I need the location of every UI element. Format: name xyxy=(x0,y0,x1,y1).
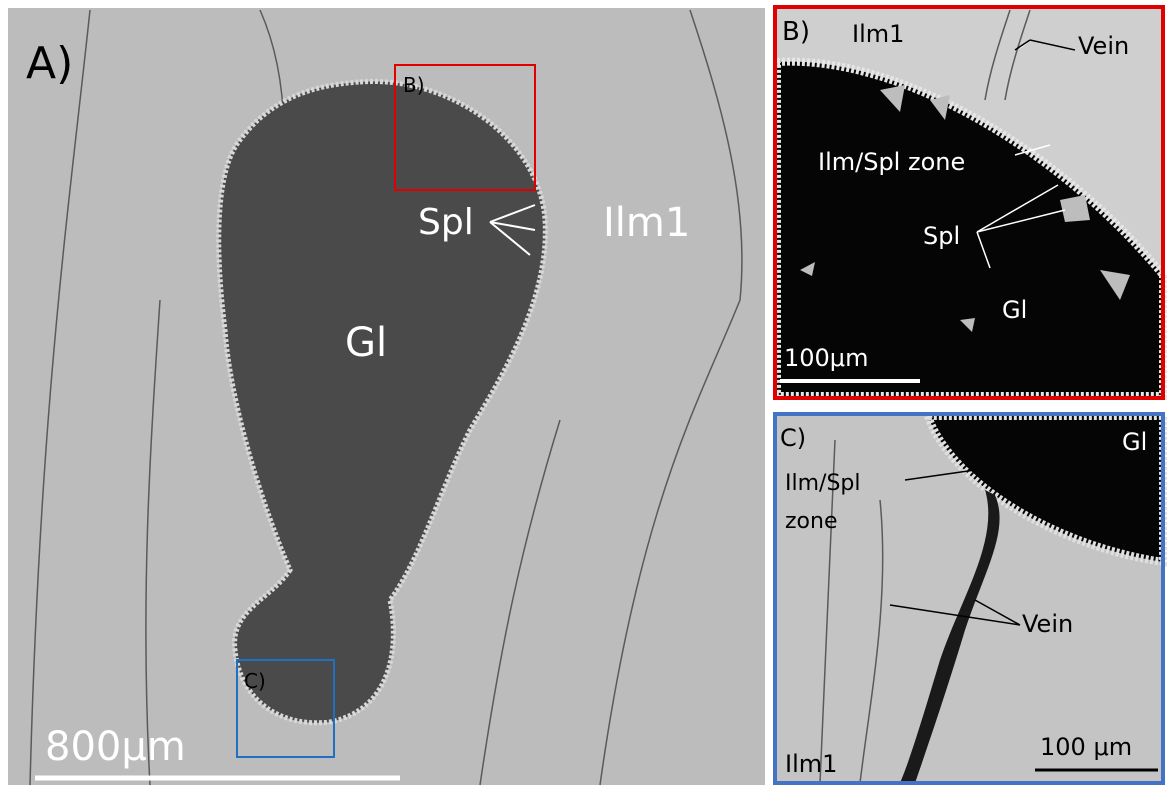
annotation: Ilm1 xyxy=(852,20,904,48)
panel-b: B) Ilm1 Vein Ilm/Spl zone Spl Gl 100μm xyxy=(775,7,1163,398)
annotation: Vein xyxy=(1022,610,1073,638)
annotation: Ilm1 xyxy=(603,200,690,246)
inset-label: B) xyxy=(403,73,425,97)
annotation: Spl xyxy=(418,202,474,243)
annotation: Gl xyxy=(345,320,387,366)
panel-a: A) B) C) Spl Ilm1 Gl 800μm xyxy=(8,8,765,785)
panel-c: C) Gl Ilm/Spl zone Vein Ilm1 100 μm xyxy=(775,414,1163,783)
annotation: Ilm1 xyxy=(785,750,837,778)
panel-label: A) xyxy=(26,38,73,89)
panel-label: B) xyxy=(782,17,810,47)
annotation: Gl xyxy=(1002,296,1027,324)
inset-label: C) xyxy=(244,669,266,693)
panel-label: C) xyxy=(780,424,806,452)
annotation: Gl xyxy=(1122,428,1147,456)
scale-bar-label: 800μm xyxy=(45,724,186,770)
scale-bar-label: 100 μm xyxy=(1040,733,1132,761)
annotation: Spl xyxy=(923,222,960,250)
figure: A) B) C) Spl Ilm1 Gl 800μm B) Ilm1 Vein … xyxy=(0,0,1168,787)
annotation: Ilm/Spl xyxy=(785,471,861,496)
annotation: Vein xyxy=(1078,32,1129,60)
scale-bar-label: 100μm xyxy=(784,344,868,372)
annotation: zone xyxy=(785,509,838,534)
annotation: Ilm/Spl zone xyxy=(818,148,965,176)
